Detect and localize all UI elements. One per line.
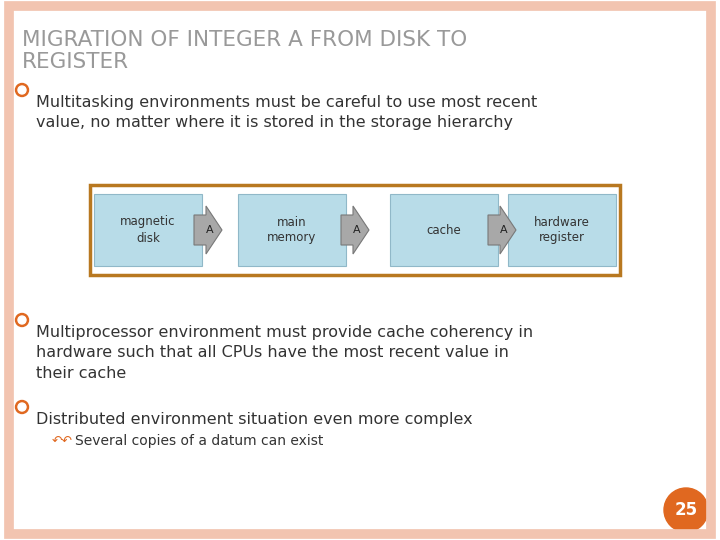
Text: REGISTER: REGISTER (22, 52, 129, 72)
Text: cache: cache (427, 224, 462, 237)
Text: ↶↶: ↶↶ (52, 435, 73, 448)
Bar (94, 194, 202, 266)
Circle shape (16, 84, 29, 97)
Text: hardware
register: hardware register (534, 215, 590, 245)
FancyArrow shape (194, 206, 222, 254)
Circle shape (18, 403, 26, 411)
Text: A: A (354, 225, 361, 235)
Text: Several copies of a datum can exist: Several copies of a datum can exist (75, 434, 323, 448)
Bar (90, 185, 620, 275)
Bar (238, 194, 346, 266)
FancyArrow shape (341, 206, 369, 254)
Text: A: A (500, 225, 508, 235)
Bar (390, 194, 498, 266)
Circle shape (16, 314, 29, 327)
Text: 25: 25 (675, 501, 698, 519)
Text: main
memory: main memory (267, 215, 317, 245)
Circle shape (18, 86, 26, 94)
Text: magnetic
disk: magnetic disk (120, 215, 176, 245)
Circle shape (16, 401, 29, 414)
Text: A: A (206, 225, 214, 235)
Circle shape (18, 316, 26, 324)
Text: Distributed environment situation even more complex: Distributed environment situation even m… (36, 412, 472, 427)
Bar (508, 194, 616, 266)
Text: MIGRATION OF INTEGER A FROM DISK TO: MIGRATION OF INTEGER A FROM DISK TO (22, 30, 467, 50)
Circle shape (664, 488, 708, 532)
FancyArrow shape (488, 206, 516, 254)
Text: Multitasking environments must be careful to use most recent
value, no matter wh: Multitasking environments must be carefu… (36, 95, 537, 130)
Text: Multiprocessor environment must provide cache coherency in
hardware such that al: Multiprocessor environment must provide … (36, 325, 533, 381)
